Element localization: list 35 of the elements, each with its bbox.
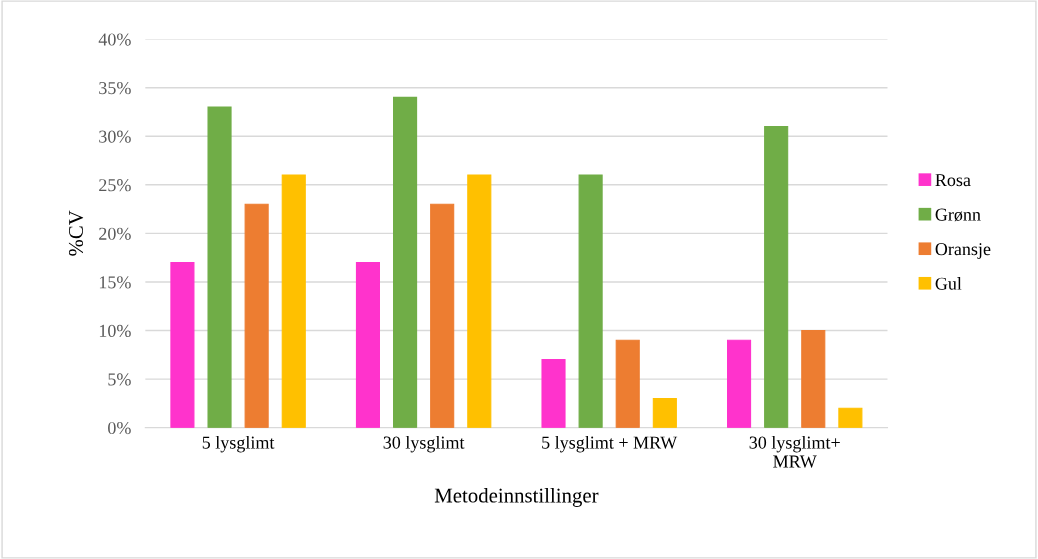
y-tick-label: 0% (108, 421, 131, 435)
bar (467, 174, 492, 428)
legend-label: Gul (935, 277, 962, 290)
y-tick-label: 15% (99, 276, 131, 289)
bar (652, 397, 677, 428)
bar (355, 261, 381, 428)
bar (801, 329, 826, 428)
y-tick-label: 35% (99, 81, 131, 95)
bar (541, 359, 566, 428)
legend-label: Grønn (935, 208, 981, 222)
y-tick-label: 40% (98, 33, 131, 46)
x-tick-label: 30 lysglimt+ MRW (749, 435, 840, 468)
legend-label: Rosa (935, 174, 971, 187)
bar (764, 125, 789, 428)
y-axis-title: %CV (68, 210, 84, 256)
y-tick-label: 5% (108, 373, 131, 386)
x-axis-title: Metodeinnstillinger (434, 487, 599, 507)
legend-label: Oransje (935, 243, 991, 259)
x-tick-label: 5 lysglimt (202, 435, 275, 453)
bar (393, 96, 418, 428)
bar (281, 174, 306, 428)
y-tick-label: 20% (99, 227, 131, 240)
bar (838, 407, 863, 428)
bar (615, 339, 640, 428)
y-tick-label: 25% (99, 179, 131, 192)
bar (207, 106, 232, 428)
x-tick-label: 5 lysglimt + MRW (542, 435, 678, 453)
bar (244, 203, 269, 428)
y-tick-label: 10% (99, 324, 131, 338)
bar (726, 339, 752, 428)
bar (170, 261, 195, 428)
y-tick-label: 30% (99, 130, 131, 143)
bar (430, 203, 455, 428)
x-tick-label: 30 lysglimt (383, 435, 465, 453)
bar (578, 174, 603, 428)
